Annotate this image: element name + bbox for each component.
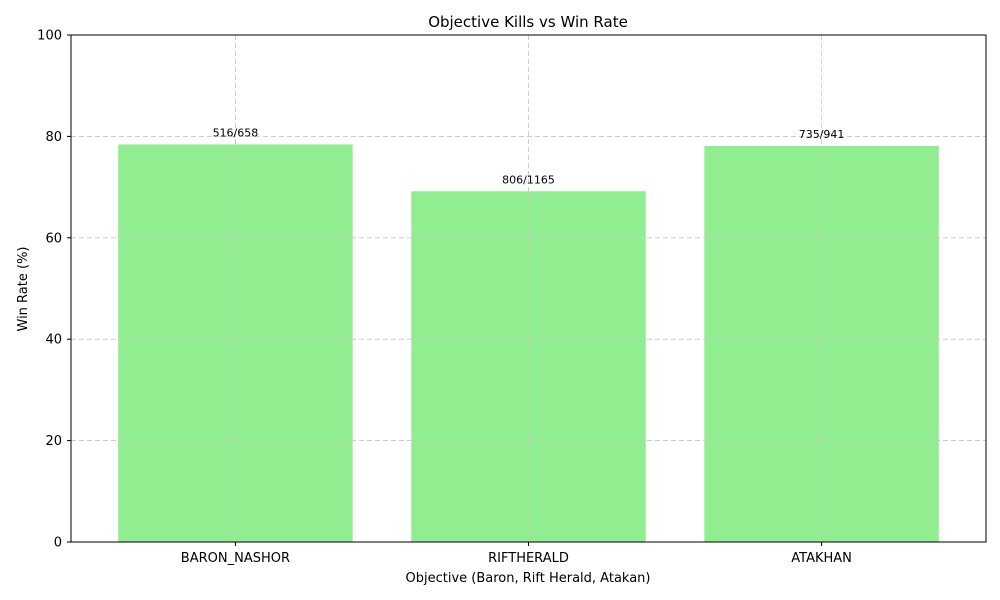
x-tick-label: ATAKHAN xyxy=(791,551,852,566)
y-tick-label: 60 xyxy=(45,231,62,246)
grid xyxy=(71,35,986,542)
chart-title: Objective Kills vs Win Rate xyxy=(428,13,628,31)
x-axis-label: Objective (Baron, Rift Herald, Atakan) xyxy=(406,571,651,586)
y-axis: 0 20 40 60 80 100 xyxy=(37,29,71,551)
y-tick-label: 100 xyxy=(37,29,62,44)
bar-value-label: 806/1165 xyxy=(502,173,555,186)
x-axis: BARON_NASHOR RIFTHERALD ATAKHAN xyxy=(181,542,852,566)
y-axis-label: Win Rate (%) xyxy=(16,247,31,332)
x-tick-label: RIFTHERALD xyxy=(488,551,569,566)
y-tick-label: 40 xyxy=(45,333,62,348)
bar-value-labels: 516/658 806/1165 735/941 xyxy=(213,126,845,186)
y-tick-label: 0 xyxy=(54,536,62,551)
y-tick-label: 80 xyxy=(45,130,62,145)
bar-value-label: 735/941 xyxy=(799,128,845,141)
y-tick-label: 20 xyxy=(45,434,62,449)
x-tick-label: BARON_NASHOR xyxy=(181,551,290,566)
bar-value-label: 516/658 xyxy=(213,126,259,139)
